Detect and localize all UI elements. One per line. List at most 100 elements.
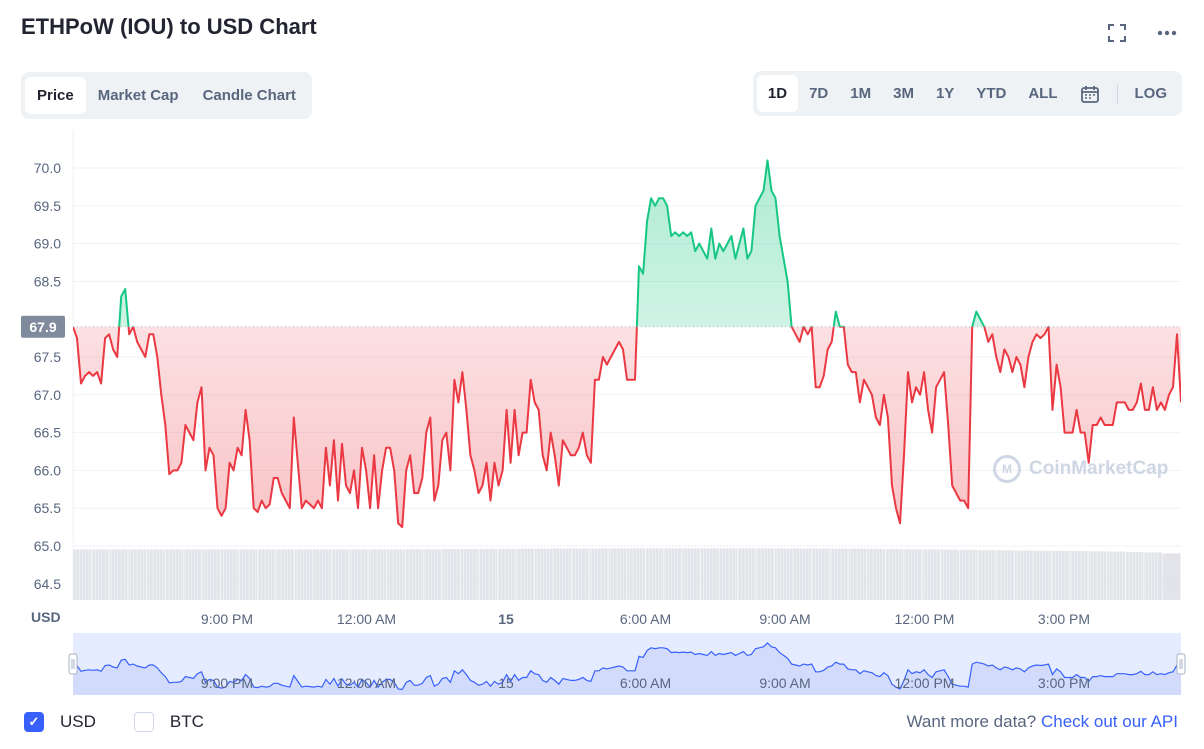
watermark-text: CoinMarketCap: [1029, 458, 1169, 479]
volume-bar: [91, 549, 110, 600]
volume-bar: [128, 549, 147, 600]
volume-bar: [737, 548, 756, 600]
navigator-tick-label: 9:00 PM: [201, 675, 253, 691]
y-tick-label: 67.0: [34, 387, 61, 403]
navigator-left-handle[interactable]: [68, 653, 78, 675]
navigator-line: [72, 642, 1182, 691]
volume-bar: [719, 548, 738, 600]
api-promo: Want more data? Check out our API: [906, 712, 1178, 732]
volume-bar: [1070, 551, 1089, 600]
y-tick-label: 70.0: [34, 160, 61, 176]
volume-bar: [645, 548, 664, 600]
tab-candle-chart[interactable]: Candle Chart: [202, 87, 296, 104]
volume-bar: [183, 549, 202, 600]
volume-bar: [959, 549, 978, 600]
volume-bar: [73, 549, 91, 600]
navigator-right-handle[interactable]: [1176, 653, 1186, 675]
reference-price-label: 67.9: [29, 319, 56, 335]
navigator-tick-label: 12:00 PM: [895, 675, 955, 691]
volume-bar: [1033, 550, 1052, 600]
navigator-tick-label: 12:00 AM: [337, 675, 396, 691]
currency-legend: ✓ USD BTC: [24, 712, 204, 732]
x-tick-label: 9:00 AM: [759, 611, 810, 627]
legend-btc-label: BTC: [169, 712, 204, 731]
volume-bar: [996, 550, 1015, 600]
range-1m[interactable]: 1M: [850, 85, 872, 102]
more-options-icon[interactable]: [1156, 22, 1178, 44]
legend-usd[interactable]: ✓ USD: [24, 712, 96, 732]
tab-market-cap[interactable]: Market Cap: [97, 87, 179, 104]
range-1d[interactable]: 1D: [756, 75, 799, 112]
x-tick-label: 3:00 PM: [1038, 611, 1090, 627]
volume-bar: [590, 548, 609, 600]
btc-checkbox[interactable]: [133, 712, 154, 732]
log-scale-toggle[interactable]: LOG: [1134, 85, 1168, 102]
y-tick-label: 65.0: [34, 538, 61, 554]
volume-bar: [165, 549, 184, 600]
volume-bar: [239, 549, 258, 600]
volume-bar: [313, 549, 332, 600]
volume-bar: [1014, 550, 1033, 600]
fullscreen-icon[interactable]: [1106, 22, 1128, 44]
volume-bar: [885, 549, 904, 600]
y-tick-label: 69.5: [34, 198, 61, 214]
calendar-icon[interactable]: [1069, 75, 1111, 112]
x-tick-label: 12:00 PM: [895, 611, 955, 627]
navigator-tick-label: 9:00 AM: [759, 675, 810, 691]
x-tick-label: 15: [498, 611, 514, 627]
range-all[interactable]: ALL: [1028, 85, 1058, 102]
volume-bar: [793, 548, 812, 600]
volume-bar: [405, 549, 424, 600]
legend-btc[interactable]: BTC: [133, 712, 204, 732]
chart-type-tabs: Price Market Cap Candle Chart: [21, 72, 312, 119]
volume-bar: [331, 549, 350, 600]
volume-bar: [109, 549, 128, 600]
volume-bar: [608, 548, 627, 600]
volume-bar: [1144, 552, 1163, 600]
range-divider: [1116, 83, 1118, 104]
chart-toolbar-icons: [1106, 22, 1178, 44]
y-tick-label: 67.5: [34, 349, 61, 365]
volume-bar: [811, 548, 830, 600]
navigator-tick-label: 6:00 AM: [620, 675, 671, 691]
volume-bar: [1051, 550, 1070, 600]
range-ytd[interactable]: YTD: [976, 85, 1007, 102]
volume-bar: [497, 548, 516, 600]
volume-bar: [1088, 551, 1107, 600]
x-tick-label: 6:00 AM: [620, 611, 671, 627]
coinmarketcap-watermark: M CoinMarketCap: [993, 455, 1168, 483]
x-tick-label: 12:00 AM: [337, 611, 396, 627]
tab-price[interactable]: Price: [25, 77, 86, 114]
range-3m[interactable]: 3M: [893, 85, 914, 102]
legend-usd-label: USD: [60, 712, 96, 731]
volume-bar: [830, 548, 849, 600]
y-tick-label: 64.5: [34, 576, 61, 592]
volume-bar: [774, 548, 793, 600]
chart-title: ETHPoW (IOU) to USD Chart: [21, 14, 317, 39]
x-tick-label: 9:00 PM: [201, 611, 253, 627]
volume-bar: [516, 548, 535, 600]
api-link[interactable]: Check out our API: [1040, 712, 1178, 731]
volume-bar: [848, 548, 867, 600]
volume-bar: [479, 548, 498, 600]
price-line-down: [73, 326, 1181, 529]
y-tick-label: 66.0: [34, 462, 61, 478]
navigator-area: [73, 643, 1181, 695]
usd-checkbox[interactable]: ✓: [24, 712, 44, 732]
y-tick-label: 65.5: [34, 500, 61, 516]
volume-bar: [442, 549, 461, 600]
volume-bar: [553, 548, 572, 600]
y-tick-label: 69.0: [34, 236, 61, 252]
range-7d[interactable]: 7D: [809, 85, 829, 102]
volume-bar: [922, 549, 941, 600]
volume-bar: [663, 548, 682, 600]
volume-bar: [146, 549, 165, 600]
price-area-down: [73, 326, 1181, 528]
volume-bar: [368, 549, 387, 600]
volume-bar: [571, 548, 590, 600]
volume-bar: [977, 550, 996, 600]
volume-bar: [276, 549, 295, 600]
volume-bar: [904, 549, 922, 600]
range-1y[interactable]: 1Y: [935, 85, 955, 102]
